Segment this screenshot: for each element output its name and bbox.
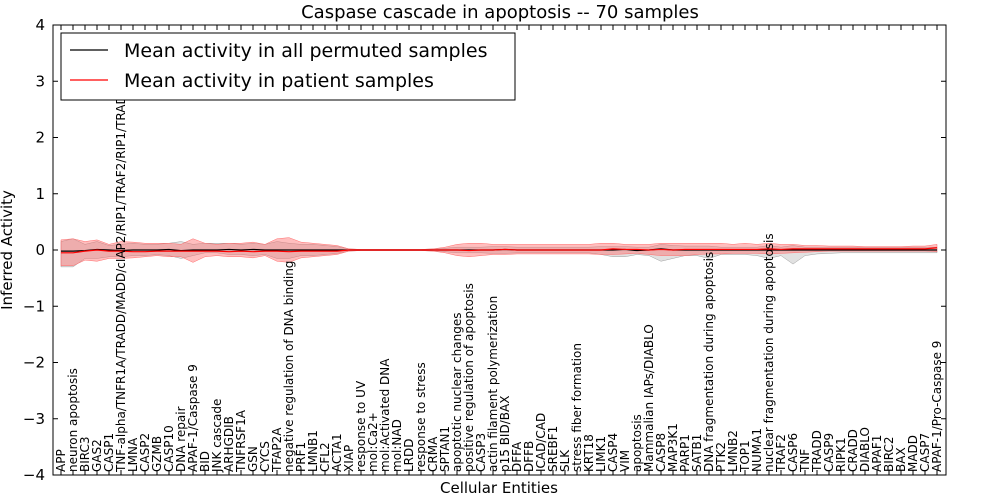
band-patient — [60, 237, 938, 266]
x-tick-label: PARP1 — [678, 434, 692, 472]
x-tick-label: PRF1 — [294, 442, 308, 472]
y-axis-ticks: 4 3 2 1 0 −1 −2 −3 −4 — [23, 16, 946, 484]
x-tick-label: CASP2 — [138, 433, 152, 472]
x-tick-label: NUMA1 — [750, 428, 764, 472]
x-tick-label: apoptosis — [630, 414, 644, 472]
y-tick-label: 4 — [35, 16, 45, 34]
x-tick-label: Mammalian IAPs/DIABLO — [642, 324, 656, 472]
x-tick-label: DFFB — [522, 441, 536, 472]
x-tick-label: actin filament polymerization — [486, 296, 500, 472]
x-tick-label: CASP4 — [606, 433, 620, 472]
x-tick-label: LMNB1 — [306, 430, 320, 472]
y-tick-label: −4 — [23, 466, 45, 484]
x-tick-label: ICAD/CAD — [534, 413, 548, 472]
y-tick-label: 3 — [35, 72, 45, 90]
x-tick-label: CASP3 — [474, 433, 488, 472]
x-tick-label: nuclear fragmentation during apoptosis — [762, 233, 776, 472]
x-tick-label: CRMA — [426, 436, 440, 472]
x-tick-label: APAF1 — [870, 435, 884, 472]
x-axis-label: Cellular Entities — [440, 479, 558, 497]
y-tick-label: −3 — [23, 410, 45, 428]
x-tick-label: positive regulation of apoptosis — [462, 283, 476, 472]
x-tick-label: MADD — [906, 435, 920, 472]
x-tick-label: neuron apoptosis — [66, 368, 80, 472]
y-tick-label: 0 — [35, 241, 45, 259]
x-tick-label: DNA repair — [174, 406, 188, 472]
x-tick-label: TRADD — [810, 430, 824, 473]
x-tick-label: TRAF2 — [774, 434, 788, 473]
chart-title: Caspase cascade in apoptosis -- 70 sampl… — [301, 2, 699, 23]
x-tick-label: SREBF1 — [546, 426, 560, 472]
x-tick-label: GAS2 — [90, 439, 104, 472]
x-tick-label: XIAP — [342, 445, 356, 472]
x-tick-label: CYCS — [258, 441, 272, 472]
x-tick-label: TNF-alpha/TNFR1A/TRADD/MADD/cIAP2/RIP1/T… — [114, 86, 128, 473]
x-tick-label: apoptotic nuclear changes — [450, 313, 464, 472]
x-tick-label: TFAP2A — [270, 427, 284, 473]
x-tick-label: TNF — [798, 449, 812, 473]
x-tick-label: PTK2 — [714, 442, 728, 472]
y-tick-label: 1 — [35, 185, 45, 203]
series-line-patient — [61, 247, 938, 254]
x-tick-label: GSN — [246, 446, 260, 472]
x-tick-label: KRT18 — [582, 434, 596, 472]
x-tick-label: GZMB — [150, 436, 164, 472]
x-tick-label: TNFRSF1A — [234, 409, 248, 473]
x-tick-label: APP — [54, 449, 68, 472]
series-lines — [61, 247, 938, 254]
x-tick-label: ACTA1 — [330, 433, 344, 472]
x-tick-label: CASP8 — [654, 433, 668, 472]
y-axis-label: Inferred Activity — [0, 190, 16, 310]
x-tick-label: VIM — [618, 450, 632, 472]
x-tick-label: RIPK1 — [834, 437, 848, 472]
x-tick-label: stress fiber formation — [570, 343, 584, 472]
x-tick-label: mol:Ca2+ — [366, 412, 380, 472]
x-tick-label: BID — [198, 451, 212, 472]
x-tick-label: ARHGDIB — [222, 416, 236, 472]
x-tick-label: SATB1 — [690, 434, 704, 472]
x-tick-label: BIRC3 — [78, 436, 92, 472]
x-tick-label: CASP6 — [786, 433, 800, 472]
x-tick-label: DNA fragmentation during apoptosis — [702, 252, 716, 472]
x-tick-label: LMNB2 — [726, 430, 740, 472]
x-tick-label: LRDD — [402, 438, 416, 472]
y-tick-label: −2 — [23, 354, 45, 372]
x-tick-label: TOP1 — [738, 440, 752, 473]
x-tick-label: CASP9 — [822, 433, 836, 472]
confidence-bands — [60, 237, 938, 268]
x-tick-label: DFFA — [510, 441, 524, 472]
x-tick-label: CASP10 — [162, 425, 176, 472]
x-tick-label: mol:Activated DNA — [378, 358, 392, 472]
x-tick-label: BIRC2 — [882, 436, 896, 472]
x-tick-label: LMNA — [126, 437, 140, 472]
x-tick-label: negative regulation of DNA binding — [282, 261, 296, 472]
x-tick-label: p15 BID/BAX — [498, 396, 512, 472]
x-tick-label: JNK cascade — [210, 399, 224, 473]
legend-label-permuted: Mean activity in all permuted samples — [124, 40, 487, 62]
x-tick-label: CASP7 — [918, 433, 932, 472]
legend-box — [60, 32, 516, 101]
y-tick-label: 2 — [35, 129, 45, 147]
legend: Mean activity in all permuted samples Me… — [60, 32, 516, 101]
x-tick-label: CASP1 — [102, 433, 116, 472]
x-tick-label: CFL2 — [318, 442, 332, 472]
x-tick-label: LIMK1 — [594, 436, 608, 472]
x-tick-label: response to UV — [354, 380, 368, 472]
y-tick-label: −1 — [23, 297, 45, 315]
x-tick-label: CRADD — [846, 429, 860, 472]
x-tick-label: BAX — [894, 447, 908, 472]
x-tick-label: APAF-1/Pro-Caspase 9 — [930, 341, 944, 472]
legend-label-patient: Mean activity in patient samples — [124, 70, 434, 92]
x-tick-label: APAF-1/Caspase 9 — [186, 364, 200, 472]
x-tick-label: DIABLO — [858, 427, 872, 472]
x-tick-label: MAP3K1 — [666, 423, 680, 472]
x-tick-label: mol:NAD — [390, 419, 404, 472]
x-tick-label: SLK — [558, 449, 572, 472]
x-tick-label: response to stress — [414, 362, 428, 472]
x-tick-label: SPTAN1 — [438, 426, 452, 472]
